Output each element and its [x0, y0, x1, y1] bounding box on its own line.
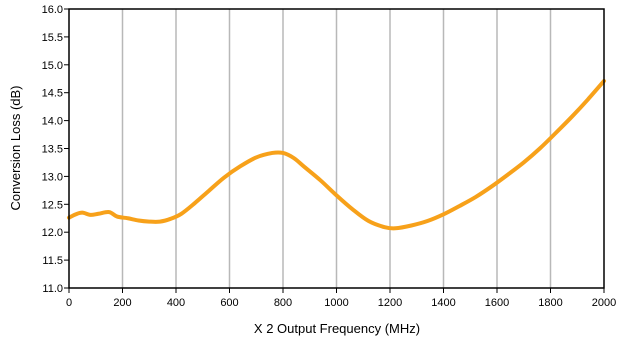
x-tick-labels: 0 200 400 600 800 1000 1200 1400 1600 1800 2000	[66, 297, 616, 309]
x-tick-label: 1800	[538, 297, 562, 309]
x-tick-label: 600	[220, 297, 238, 309]
x-tick-label: 1600	[485, 297, 509, 309]
x-tick-label: 1000	[324, 297, 348, 309]
y-tick-label: 13.5	[42, 144, 63, 156]
x-tick-label: 1200	[378, 297, 402, 309]
series-line	[67, 78, 606, 231]
y-axis-title: Conversion Loss (dB)	[8, 86, 23, 211]
y-tick-labels: 11.0 11.5 12.0 12.5 13.0 13.5 14.0 14.5 15.0 15.5…	[42, 4, 63, 295]
series-group	[67, 78, 606, 231]
y-tick-label: 14.0	[42, 116, 63, 128]
vertical-gridlines	[121, 9, 552, 288]
y-tick-label: 16.0	[42, 4, 63, 16]
y-tick-label: 12.0	[42, 227, 63, 239]
y-tick-label: 15.5	[42, 32, 63, 44]
y-tick-label: 15.0	[42, 60, 63, 72]
y-tick-label: 13.0	[42, 171, 63, 183]
y-tick-label: 11.0	[42, 283, 63, 295]
x-tick-label: 0	[66, 297, 72, 309]
x-tick-label: 1400	[431, 297, 455, 309]
x-tick-label: 2000	[592, 297, 616, 309]
x-axis-title: X 2 Output Frequency (MHz)	[254, 321, 420, 336]
x-tick-label: 400	[167, 297, 185, 309]
x-tick-label: 800	[274, 297, 292, 309]
y-tick-label: 14.5	[42, 88, 63, 100]
y-tick-label: 11.5	[42, 255, 63, 267]
y-tick-label: 12.5	[42, 199, 63, 211]
x-tick-label: 200	[113, 297, 131, 309]
axis-ticks	[64, 8, 605, 293]
